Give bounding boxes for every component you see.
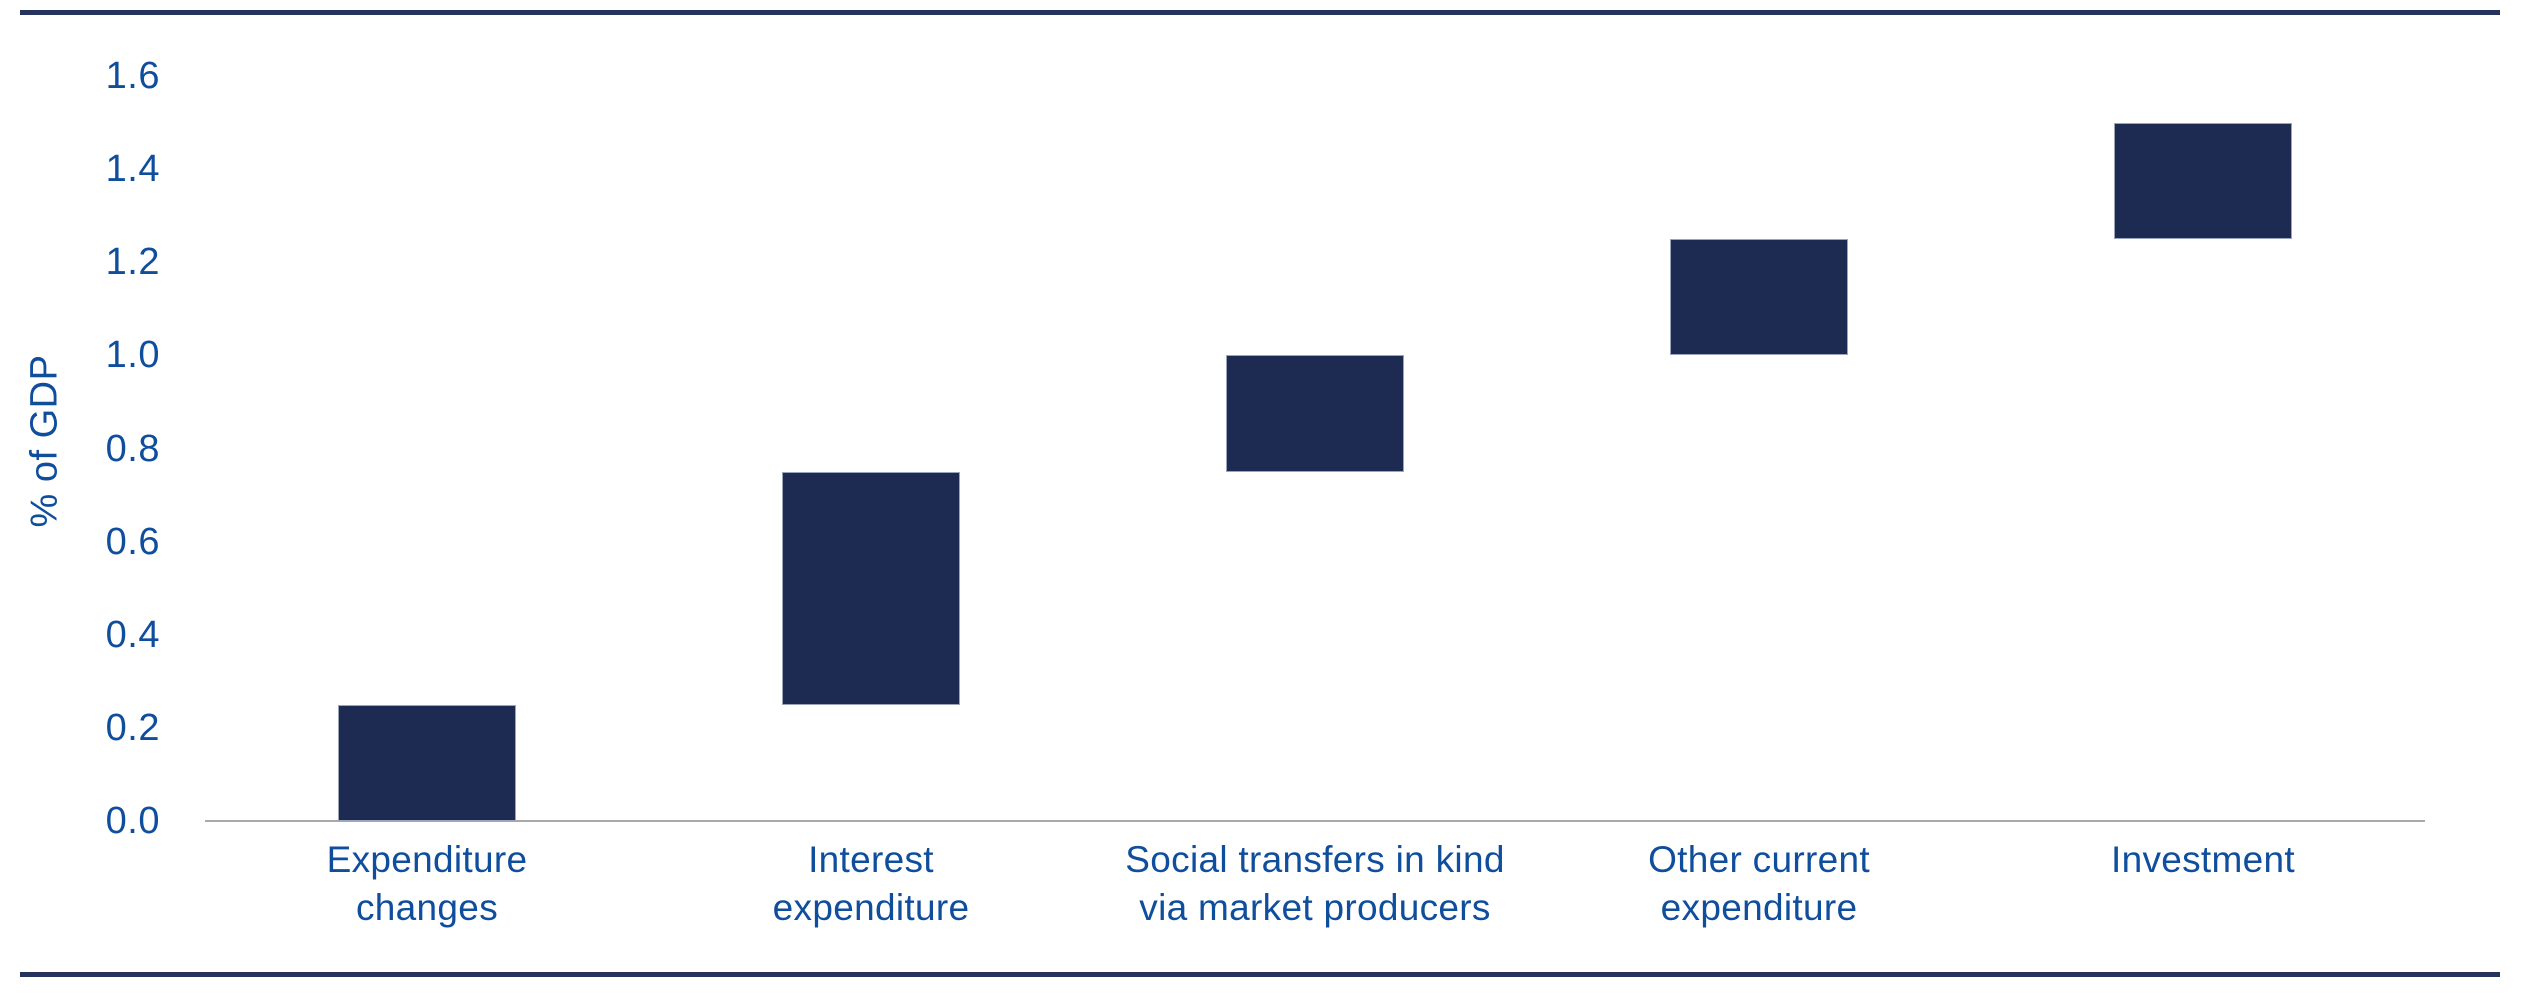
y-tick-label: 0.0	[105, 800, 160, 842]
x-axis-line	[205, 820, 2425, 822]
y-tick-label: 1.0	[105, 334, 160, 377]
category-label: Other current expenditure	[1537, 836, 1981, 932]
category-label: Investment	[1981, 836, 2425, 884]
top-divider-rule	[20, 10, 2500, 15]
category-label: Expenditure changes	[205, 836, 649, 932]
y-tick-label: 0.2	[105, 706, 160, 749]
bottom-divider-rule	[20, 972, 2500, 977]
y-tick-label: 1.2	[105, 241, 160, 284]
y-tick-label: 0.6	[105, 520, 160, 563]
category-label-line: expenditure	[1660, 887, 1858, 928]
y-tick-label: 1.6	[105, 55, 160, 97]
category-label-line: expenditure	[772, 887, 970, 928]
category-label-line: Interest	[808, 839, 934, 880]
category-label-line: via market producers	[1139, 887, 1491, 928]
category-label-line: Expenditure	[326, 839, 528, 880]
category-label-line: Investment	[2111, 839, 2295, 880]
category-label: Interest expenditure	[649, 836, 1093, 932]
waterfall-bar	[338, 704, 516, 821]
waterfall-bar	[2114, 122, 2292, 239]
waterfall-bar	[782, 471, 960, 705]
waterfall-bar	[1670, 238, 1848, 356]
category-label-line: Other current	[1648, 839, 1870, 880]
category-label: Social transfers in kind via market produ…	[1093, 836, 1537, 932]
y-tick-label: 0.4	[105, 613, 160, 656]
y-tick-label: 1.4	[105, 148, 160, 191]
category-label-line: Social transfers in kind	[1125, 839, 1505, 880]
y-tick-label: 0.8	[105, 427, 160, 470]
category-label-line: changes	[356, 887, 498, 928]
waterfall-bar	[1226, 355, 1404, 472]
